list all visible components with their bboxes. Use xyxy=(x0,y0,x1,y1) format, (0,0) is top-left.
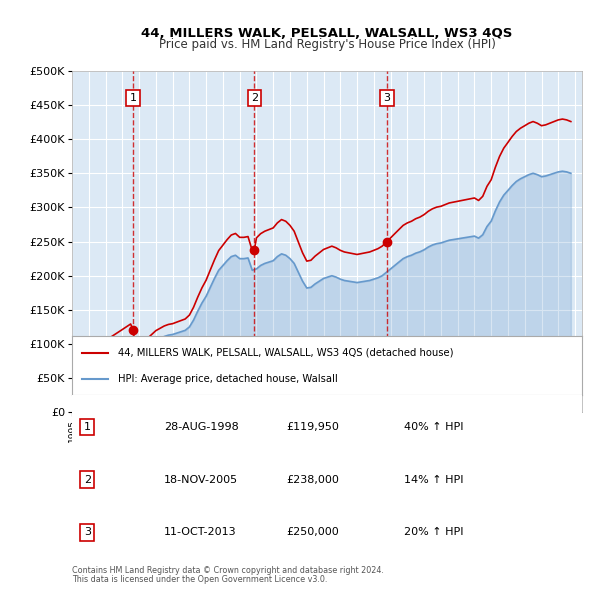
Text: 3: 3 xyxy=(84,527,91,537)
Text: 20% ↑ HPI: 20% ↑ HPI xyxy=(404,527,463,537)
Text: £238,000: £238,000 xyxy=(286,475,339,485)
Text: 18-NOV-2005: 18-NOV-2005 xyxy=(164,475,238,485)
Text: HPI: Average price, detached house, Walsall: HPI: Average price, detached house, Wals… xyxy=(118,374,338,384)
Text: 44, MILLERS WALK, PELSALL, WALSALL, WS3 4QS (detached house): 44, MILLERS WALK, PELSALL, WALSALL, WS3 … xyxy=(118,348,454,358)
Text: £250,000: £250,000 xyxy=(286,527,339,537)
Text: 2: 2 xyxy=(251,93,258,103)
Text: 1: 1 xyxy=(84,422,91,432)
Text: 2: 2 xyxy=(84,475,91,485)
Text: 1: 1 xyxy=(130,93,137,103)
Text: 3: 3 xyxy=(383,93,391,103)
Text: 14% ↑ HPI: 14% ↑ HPI xyxy=(404,475,463,485)
Text: 44, MILLERS WALK, PELSALL, WALSALL, WS3 4QS: 44, MILLERS WALK, PELSALL, WALSALL, WS3 … xyxy=(142,27,512,40)
Text: 40% ↑ HPI: 40% ↑ HPI xyxy=(404,422,463,432)
Text: Price paid vs. HM Land Registry's House Price Index (HPI): Price paid vs. HM Land Registry's House … xyxy=(158,38,496,51)
Text: 28-AUG-1998: 28-AUG-1998 xyxy=(164,422,239,432)
Text: 11-OCT-2013: 11-OCT-2013 xyxy=(164,527,236,537)
Text: £119,950: £119,950 xyxy=(286,422,339,432)
Text: Contains HM Land Registry data © Crown copyright and database right 2024.: Contains HM Land Registry data © Crown c… xyxy=(72,566,384,575)
Text: This data is licensed under the Open Government Licence v3.0.: This data is licensed under the Open Gov… xyxy=(72,575,328,584)
